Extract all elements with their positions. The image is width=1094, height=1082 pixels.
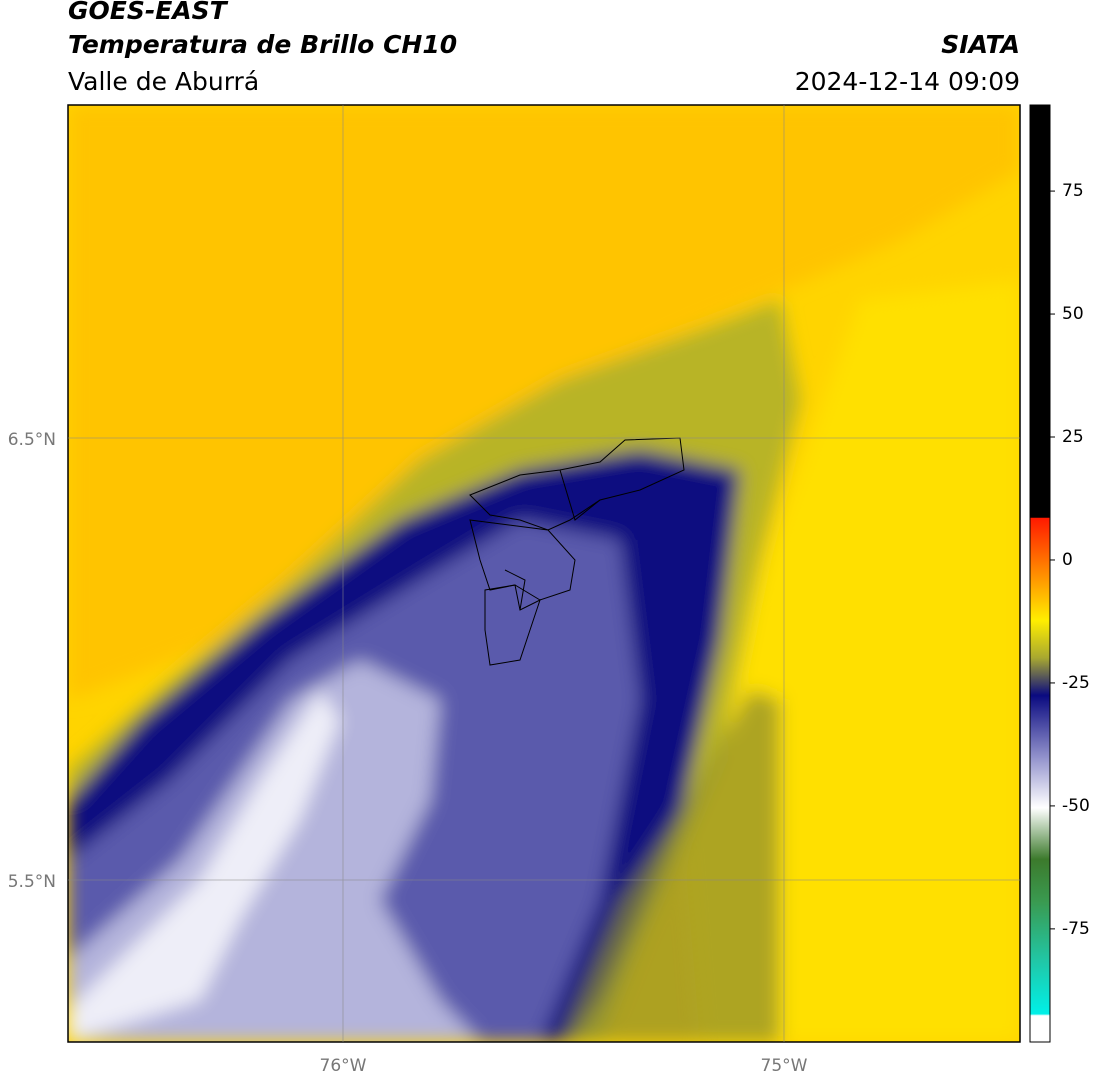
lat-label: 5.5°N [8,872,56,892]
colorbar-tick-label: -50 [1062,796,1090,816]
map-frame [67,104,1021,1043]
colorbar-tick-label: -25 [1062,673,1090,693]
subtitle: Temperatura de Brillo CH10 [68,30,457,59]
satellite-field [68,105,1020,1042]
colorbar-ticks: 75 50 25 0 -25 -50 -75 [1050,181,1090,939]
title: GOES-EAST [68,0,229,25]
colorbar-tick-label: -75 [1062,919,1090,939]
colorbar-tick-label: 0 [1062,550,1073,570]
colorbar [1029,104,1051,1043]
colorbar-tick-label: 25 [1062,427,1084,447]
lon-label: 76°W [320,1056,367,1076]
region: Valle de Aburrá [68,67,259,96]
graticule [68,105,1020,1042]
colorbar-tick-label: 75 [1062,181,1084,201]
lon-label: 75°W [761,1056,808,1076]
lat-label: 6.5°N [8,430,56,450]
datetime: 2024-12-14 09:09 [795,67,1020,96]
source: SIATA [941,30,1020,59]
colorbar-tick-label: 50 [1062,304,1084,324]
municipal-boundaries [469,437,685,666]
